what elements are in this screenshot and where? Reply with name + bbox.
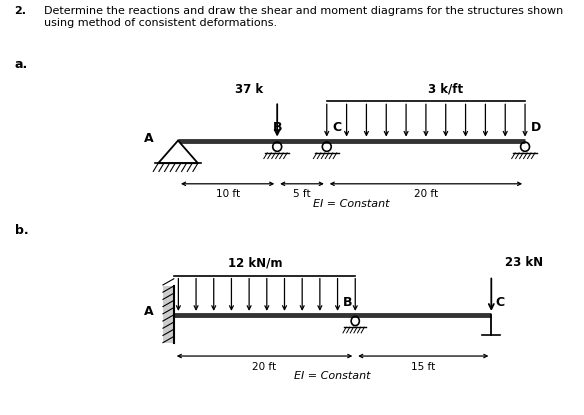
Text: Determine the reactions and draw the shear and moment diagrams for the structure: Determine the reactions and draw the she… (44, 6, 563, 28)
Text: EI = Constant: EI = Constant (294, 371, 371, 381)
Text: A: A (144, 305, 154, 318)
Text: 15 ft: 15 ft (411, 362, 436, 372)
Text: 12 kN/m: 12 kN/m (228, 256, 283, 269)
Text: D: D (531, 121, 541, 134)
Text: C: C (333, 121, 342, 134)
Text: B: B (273, 121, 282, 134)
Text: 10 ft: 10 ft (215, 190, 239, 200)
Text: C: C (496, 295, 505, 309)
Text: a.: a. (15, 58, 28, 71)
Text: 20 ft: 20 ft (414, 190, 438, 200)
Text: A: A (144, 132, 153, 145)
Text: 2.: 2. (15, 6, 27, 16)
Text: 3 k/ft: 3 k/ft (428, 82, 463, 95)
Text: EI = Constant: EI = Constant (313, 199, 390, 209)
Text: 37 k: 37 k (235, 83, 263, 96)
Text: 20 ft: 20 ft (252, 362, 277, 372)
Polygon shape (163, 286, 174, 343)
Text: 5 ft: 5 ft (293, 190, 311, 200)
Text: 23 kN: 23 kN (505, 256, 543, 269)
Text: B: B (343, 295, 353, 309)
Polygon shape (158, 141, 198, 163)
Text: b.: b. (15, 224, 28, 237)
